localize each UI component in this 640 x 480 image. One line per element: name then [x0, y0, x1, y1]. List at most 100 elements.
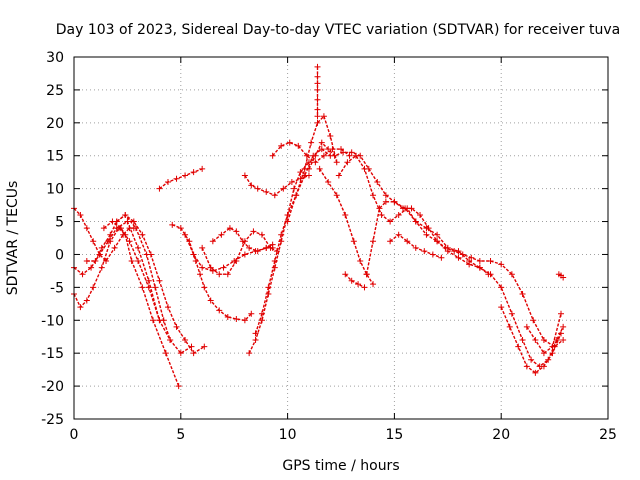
y-tick-label: -10 [41, 313, 64, 329]
data-point [361, 165, 368, 172]
data-point [246, 244, 253, 251]
data-point [98, 244, 105, 251]
data-point [173, 323, 180, 330]
data-point [348, 277, 355, 284]
data-point [233, 228, 240, 235]
data-point [139, 284, 146, 291]
data-point [417, 211, 424, 218]
data-point [254, 185, 261, 192]
data-point [135, 258, 142, 265]
x-tick-label: 0 [70, 427, 79, 443]
series-arc24 [523, 310, 565, 357]
data-point [216, 307, 223, 314]
y-axis-title: SDTVAR / TECUs [5, 181, 21, 296]
data-point [314, 96, 321, 103]
data-point [145, 284, 152, 291]
data-point [263, 244, 270, 251]
data-point [350, 238, 357, 245]
data-point [549, 350, 556, 357]
data-point [265, 284, 272, 291]
data-point [284, 218, 291, 225]
data-point [77, 304, 84, 311]
data-point [387, 238, 394, 245]
data-point [455, 254, 462, 261]
series-arc23 [498, 304, 565, 376]
data-point [156, 317, 163, 324]
data-point [530, 317, 537, 324]
series-trace [365, 201, 564, 368]
data-point [135, 244, 142, 251]
data-point [258, 310, 265, 317]
series-arc11 [209, 225, 276, 255]
data-point [241, 317, 248, 324]
y-tick-label: 10 [46, 182, 64, 198]
data-point [124, 218, 131, 225]
data-point [216, 271, 223, 278]
series-arc5 [100, 218, 195, 357]
data-point [361, 284, 368, 291]
series-arc17 [305, 139, 567, 350]
series-trace [286, 114, 338, 222]
data-point [175, 383, 182, 390]
data-point [370, 281, 377, 288]
data-point [540, 337, 547, 344]
data-series [71, 63, 567, 390]
data-point [387, 218, 394, 225]
data-point [286, 139, 293, 146]
series-trace [500, 306, 562, 374]
data-point [207, 297, 214, 304]
data-point [308, 139, 315, 146]
data-point [444, 248, 451, 255]
data-point [423, 225, 430, 232]
data-point [169, 221, 176, 228]
data-point [316, 165, 323, 172]
data-point [128, 258, 135, 265]
x-tick-label: 15 [385, 427, 403, 443]
data-point [314, 73, 321, 80]
chart-title: Day 103 of 2023, Sidereal Day-to-day VTE… [56, 22, 620, 38]
data-point [263, 188, 270, 195]
data-point [357, 258, 364, 265]
y-tick-label: 15 [46, 149, 64, 165]
data-point [523, 363, 530, 370]
data-point [476, 264, 483, 271]
data-point [338, 146, 344, 153]
data-point [209, 238, 216, 245]
data-point [190, 169, 197, 176]
data-point [355, 281, 362, 288]
data-point [248, 310, 255, 317]
y-tick-label: -20 [41, 379, 64, 395]
series-arc19 [335, 152, 492, 278]
data-point [549, 343, 556, 350]
data-point [224, 313, 231, 320]
data-point [382, 192, 389, 199]
data-point [528, 356, 535, 363]
data-point [455, 248, 462, 255]
data-point [468, 254, 475, 261]
data-point [98, 264, 105, 271]
data-point [177, 225, 184, 232]
series-trace [248, 161, 310, 354]
data-point [327, 132, 334, 139]
data-point [558, 310, 565, 317]
data-point [325, 179, 332, 186]
series-trace [319, 168, 374, 285]
data-point [312, 152, 319, 159]
data-point [434, 231, 441, 238]
data-point [218, 231, 225, 238]
series-arc25 [555, 271, 567, 281]
data-point [314, 86, 321, 93]
data-point [269, 244, 276, 251]
data-point [370, 238, 377, 245]
data-point [182, 172, 189, 179]
series-trace [73, 207, 134, 263]
y-tick-label: 30 [46, 50, 64, 66]
series-arc7 [156, 165, 206, 192]
data-point [295, 142, 302, 149]
series-arc12 [241, 172, 312, 199]
series-trace [308, 141, 564, 348]
data-point [391, 198, 398, 205]
data-point [560, 337, 567, 344]
data-point [560, 323, 567, 330]
data-point [271, 258, 278, 265]
